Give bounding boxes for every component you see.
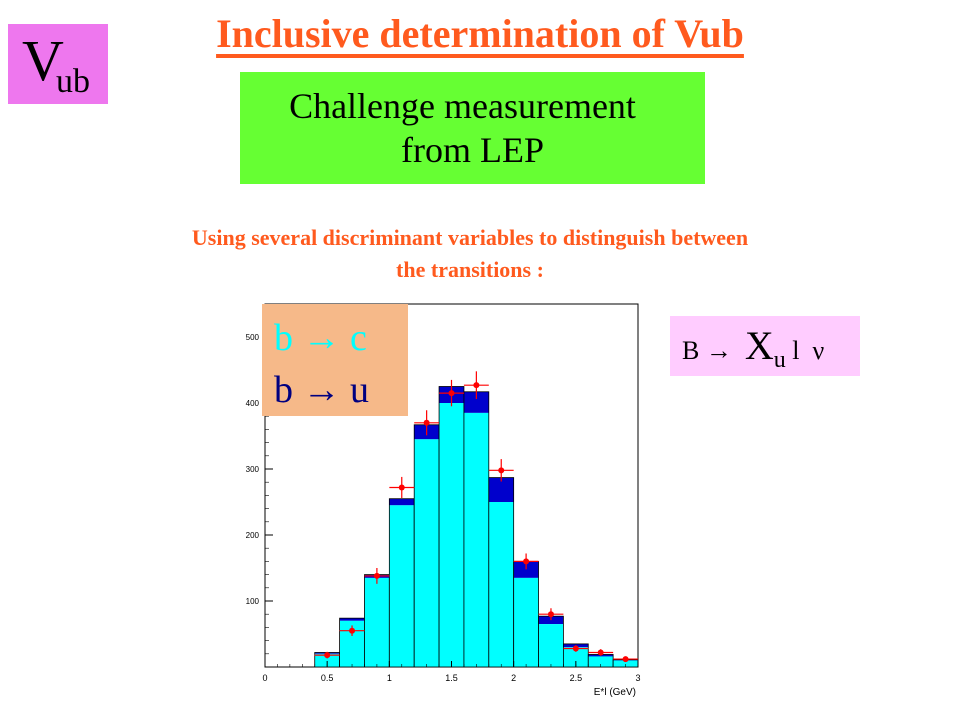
y-tick-label-1: 200 [246, 531, 260, 540]
y-tick-label-3: 400 [246, 399, 260, 408]
formula-neutrino: ν [812, 336, 825, 365]
x-tick-label-3: 1.5 [445, 673, 458, 683]
bar-b-to-c-10 [563, 647, 589, 667]
data-point-7 [498, 467, 505, 474]
highlight-line-2: from LEP [401, 130, 544, 170]
x-tick-label-1: 0.5 [321, 673, 334, 683]
data-point-10 [572, 645, 579, 652]
x-axis-label: E*l (GeV) [594, 687, 636, 698]
x-tick-label-4: 2 [511, 673, 516, 683]
bar-b-to-c-5 [439, 403, 464, 667]
bar-b-to-c-9 [538, 624, 564, 667]
x-tick-label-2: 1 [387, 673, 392, 683]
x-tick-label-5: 2.5 [570, 673, 583, 683]
y-tick-label-2: 300 [246, 465, 260, 474]
x-tick-label-6: 3 [635, 673, 640, 683]
bar-b-to-c-3 [389, 505, 415, 667]
data-point-2 [373, 572, 380, 579]
x-tick-label-0: 0 [262, 673, 267, 683]
bar-b-to-u-8 [513, 561, 539, 578]
data-point-9 [547, 611, 554, 618]
bar-b-to-c-2 [364, 577, 390, 667]
bar-b-to-u-1 [339, 618, 365, 621]
formula-x-subscript: u [773, 347, 786, 373]
formula-x: X [744, 323, 774, 368]
decay-formula-box: B → Xu l ν [670, 316, 860, 376]
data-point-0 [324, 652, 331, 659]
bar-b-to-u-3 [389, 498, 415, 506]
data-point-5 [448, 390, 455, 397]
bar-b-to-c-6 [463, 412, 489, 667]
data-point-11 [597, 649, 604, 656]
formula-lepton: l [792, 336, 800, 365]
subtitle: Using several discriminant variables to … [60, 222, 880, 286]
data-point-6 [473, 382, 480, 389]
vub-label-box: V ub [8, 24, 108, 104]
y-tick-label-4: 500 [246, 333, 260, 342]
bar-b-to-c-11 [588, 656, 614, 667]
data-point-4 [423, 419, 430, 426]
data-point-8 [523, 558, 530, 565]
bar-b-to-c-4 [414, 439, 440, 667]
subtitle-line-1: Using several discriminant variables to … [191, 225, 749, 250]
y-tick-label-0: 100 [246, 597, 260, 606]
legend-item-b-to-c: b → c [274, 317, 367, 359]
vub-label-main: V [22, 28, 64, 93]
bar-b-to-u-6 [463, 391, 489, 413]
data-point-1 [349, 627, 356, 634]
bar-b-to-c-8 [513, 577, 539, 667]
formula-b: B [682, 336, 700, 365]
legend-item-b-to-u: b → u [274, 369, 369, 411]
page-title: Inclusive determination of Vub [216, 11, 744, 56]
subtitle-line-2: the transitions : [396, 257, 544, 282]
highlight-line-1: Challenge measurement [289, 86, 636, 126]
bar-b-to-c-12 [613, 660, 638, 667]
bar-b-to-c-0 [314, 653, 340, 667]
bar-b-to-u-7 [488, 477, 514, 502]
bar-b-to-c-7 [488, 502, 514, 667]
vub-label-subscript: ub [56, 63, 90, 100]
data-point-3 [398, 484, 405, 491]
highlight-box: Challenge measurement from LEP [240, 72, 705, 184]
chart-legend: b → c b → u [262, 304, 408, 416]
formula-arrow: → [705, 336, 732, 365]
decay-formula: B → Xu l ν [682, 326, 824, 380]
data-point-12 [622, 656, 629, 663]
